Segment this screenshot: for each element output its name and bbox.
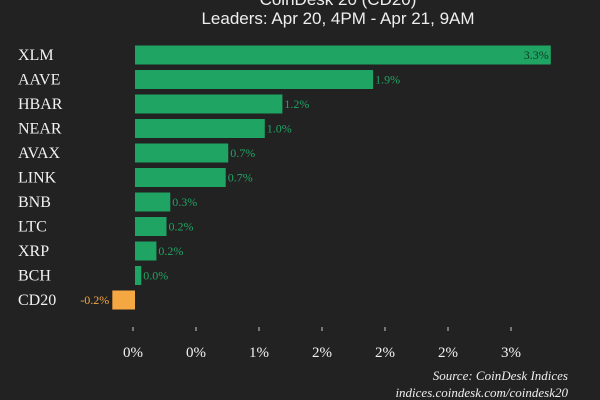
bar-xrp (135, 241, 157, 261)
bar-hbar (135, 94, 283, 114)
source-url: indices.coindesk.com/coindesk20 (395, 385, 568, 400)
data-label: 3.3% (524, 48, 549, 62)
category-label: NEAR (18, 121, 62, 138)
bar-xlm (135, 45, 551, 65)
data-label: 1.2% (284, 97, 309, 111)
data-label: 0.2% (158, 244, 183, 258)
bar-cd20 (112, 290, 135, 310)
category-label: CD20 (18, 292, 56, 309)
category-label: XRP (18, 243, 49, 260)
data-label: 1.0% (267, 122, 292, 136)
data-label: 0.7% (230, 146, 255, 160)
data-label: 0.0% (143, 269, 168, 283)
x-tick-label: 2% (312, 345, 332, 361)
x-tick-label: 2% (438, 345, 458, 361)
bar-bch (135, 266, 142, 285)
data-label: 0.3% (172, 195, 197, 209)
bar-link (135, 168, 226, 187)
source-text: Source: CoinDesk Indices (433, 368, 568, 383)
chart-title: CoinDesk 20 (CD20) (260, 0, 417, 9)
x-tick-label: 1% (249, 345, 269, 361)
category-label: AVAX (18, 145, 61, 162)
category-label: LINK (18, 170, 57, 187)
data-label: -0.2% (80, 293, 109, 307)
x-tick-label: 2% (375, 345, 395, 361)
data-label: 0.7% (228, 171, 253, 185)
chart-subtitle: Leaders: Apr 20, 4PM - Apr 21, 9AM (201, 9, 474, 28)
x-tick-label: 3% (501, 345, 521, 361)
category-label: XLM (18, 47, 54, 64)
bar-aave (135, 70, 374, 89)
bar-bnb (135, 192, 171, 212)
x-tick-label: 0% (186, 345, 206, 361)
category-label: HBAR (18, 96, 63, 113)
data-label: 1.9% (375, 73, 400, 87)
category-label: BCH (18, 268, 51, 285)
category-label: AAVE (18, 72, 60, 89)
category-label: LTC (18, 219, 47, 236)
bar-avax (135, 143, 229, 163)
x-tick-label: 0% (123, 345, 143, 361)
data-label: 0.2% (169, 220, 194, 234)
bar-near (135, 119, 265, 138)
category-label: BNB (18, 194, 51, 211)
bar-ltc (135, 217, 167, 236)
